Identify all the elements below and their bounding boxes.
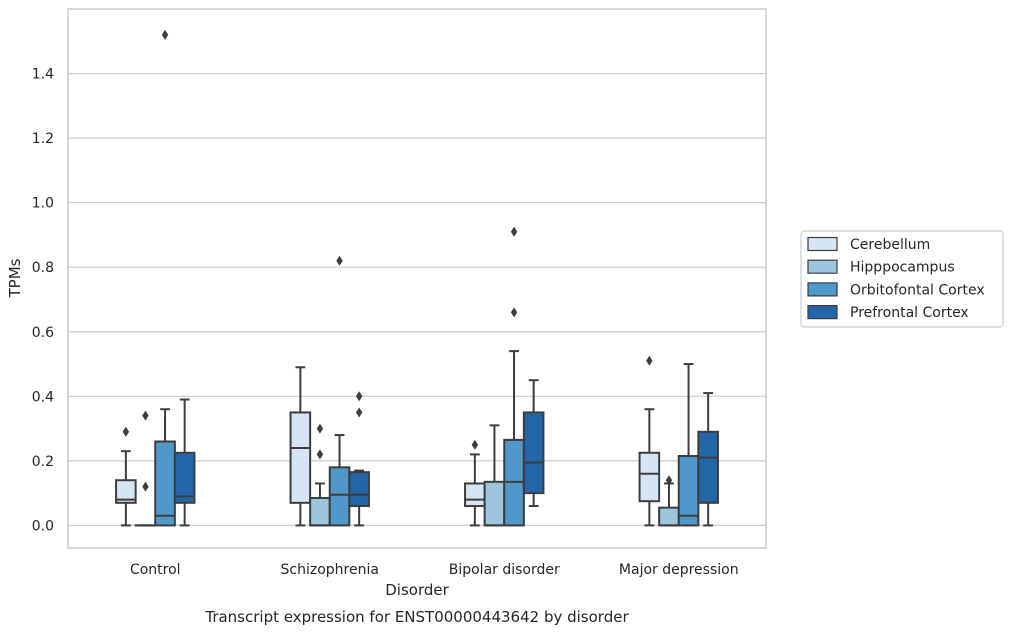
box-group [173, 398, 196, 527]
y-tick-label: 0.8 [32, 260, 54, 276]
box-group [464, 439, 486, 527]
box-group [658, 475, 680, 527]
box-rect [154, 440, 176, 527]
box-rect [348, 471, 370, 508]
box-group [309, 423, 331, 527]
box-rect [464, 482, 486, 508]
outlier-point [161, 29, 169, 40]
outlier-point [336, 255, 343, 266]
x-axis-label: Disorder [385, 581, 449, 599]
box-group [697, 392, 719, 527]
box-rect [697, 430, 719, 504]
box-group [677, 363, 700, 527]
box-series [115, 29, 719, 527]
outlier-point [510, 307, 518, 318]
outlier-point [142, 481, 149, 492]
box-group [638, 355, 661, 527]
outlier-point [316, 449, 324, 460]
outlier-point [355, 391, 363, 402]
outlier-point [665, 475, 673, 486]
box-group [503, 226, 525, 527]
y-axis-label: TPMs [6, 258, 24, 298]
legend-label: Prefrontal Cortex [850, 305, 969, 321]
box-rect [522, 411, 545, 495]
outlier-point [471, 439, 479, 450]
box-rect [173, 451, 196, 504]
legend-swatch [807, 305, 838, 320]
box-rect [289, 411, 312, 504]
legend-swatch [807, 236, 838, 252]
x-tick-labels: Control Schizophrenia Bipolar disorder Majo… [130, 562, 739, 578]
y-tick-labels: 0.0 0.2 0.4 0.6 0.8 1.0 1.2 1.4 [32, 67, 54, 535]
y-tick-label: 1.4 [32, 67, 54, 83]
box-group [289, 366, 312, 527]
outlier-point [510, 226, 518, 237]
box-rect [115, 479, 137, 504]
outlier-point [316, 423, 324, 434]
outlier-point [646, 355, 653, 366]
box-group [483, 424, 506, 527]
box-group [134, 410, 157, 527]
y-tick-label: 0.2 [32, 454, 54, 470]
legend-swatch [807, 259, 838, 274]
y-tick-label: 0.0 [32, 518, 54, 534]
outlier-point [122, 426, 130, 437]
box-group [154, 29, 176, 527]
legend: Cerebellum Hipppocampus Orbitofontal Corte… [800, 230, 1004, 328]
legend-label: Orbitofontal Cortex [850, 282, 985, 298]
plot-frame [67, 8, 767, 549]
y-tick-label: 0.6 [32, 325, 54, 341]
chart-caption: Transcript expression for ENST0000044364… [204, 608, 629, 626]
box-rect [309, 496, 331, 527]
outlier-point [142, 410, 149, 421]
y-tick-label: 1.0 [32, 196, 54, 212]
x-tick-label: Major depression [619, 562, 739, 578]
box-group [522, 379, 545, 508]
legend-label: Hipppocampus [850, 260, 955, 276]
box-rect [483, 480, 506, 527]
legend-frame [800, 230, 1004, 328]
box-group [328, 255, 351, 527]
x-tick-label: Schizophrenia [281, 562, 379, 578]
legend-label: Cerebellum [850, 237, 930, 253]
box-group [348, 391, 370, 527]
box-rect [638, 451, 661, 503]
box-rect [658, 506, 680, 527]
box-group [115, 426, 137, 527]
y-tick-label: 1.2 [32, 131, 54, 147]
y-tick-label: 0.4 [32, 389, 54, 405]
box-rect [328, 466, 351, 527]
legend-swatch [807, 282, 838, 297]
outlier-point [355, 407, 363, 418]
x-tick-label: Bipolar disorder [449, 562, 560, 578]
x-tick-label: Control [130, 562, 181, 578]
